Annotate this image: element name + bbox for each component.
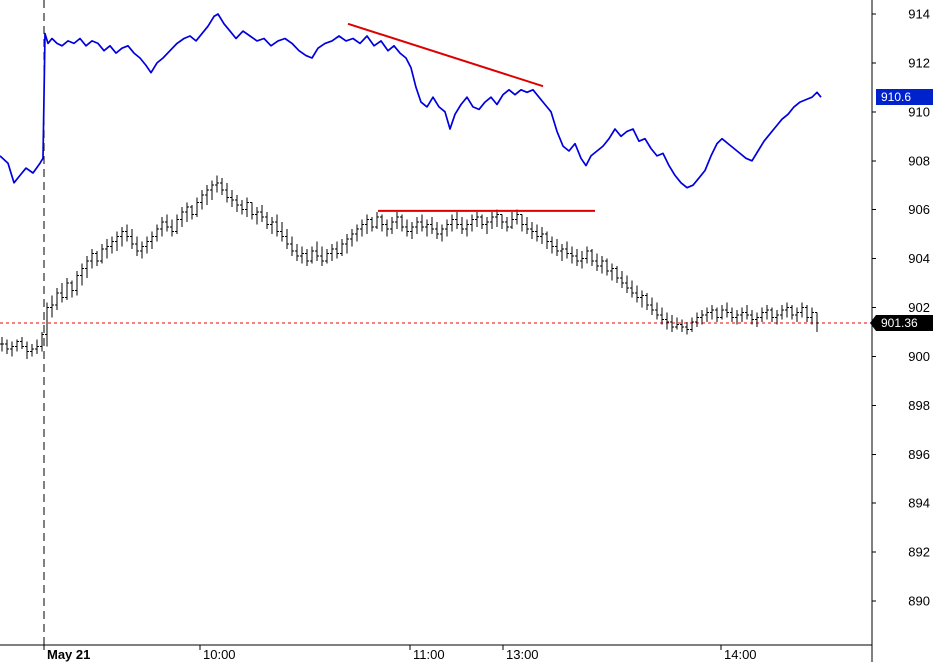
svg-text:896: 896 xyxy=(908,447,930,462)
svg-text:894: 894 xyxy=(908,496,930,511)
svg-text:11:00: 11:00 xyxy=(413,647,445,662)
svg-text:890: 890 xyxy=(908,594,930,609)
svg-text:908: 908 xyxy=(908,153,930,168)
svg-text:904: 904 xyxy=(908,251,930,266)
svg-text:898: 898 xyxy=(908,398,930,413)
overlay-series-price-badge: 910.6 xyxy=(876,89,933,105)
last-price-badge: 901.36 xyxy=(870,315,933,331)
svg-text:910: 910 xyxy=(908,104,930,119)
svg-text:900: 900 xyxy=(908,349,930,364)
svg-text:14:00: 14:00 xyxy=(724,647,757,662)
svg-text:914: 914 xyxy=(908,7,930,22)
svg-text:May 21: May 21 xyxy=(47,647,90,662)
svg-text:906: 906 xyxy=(908,202,930,217)
svg-text:902: 902 xyxy=(908,300,930,315)
svg-text:13:00: 13:00 xyxy=(506,647,539,662)
svg-text:912: 912 xyxy=(908,55,930,70)
svg-text:10:00: 10:00 xyxy=(203,647,236,662)
svg-text:892: 892 xyxy=(908,545,930,560)
